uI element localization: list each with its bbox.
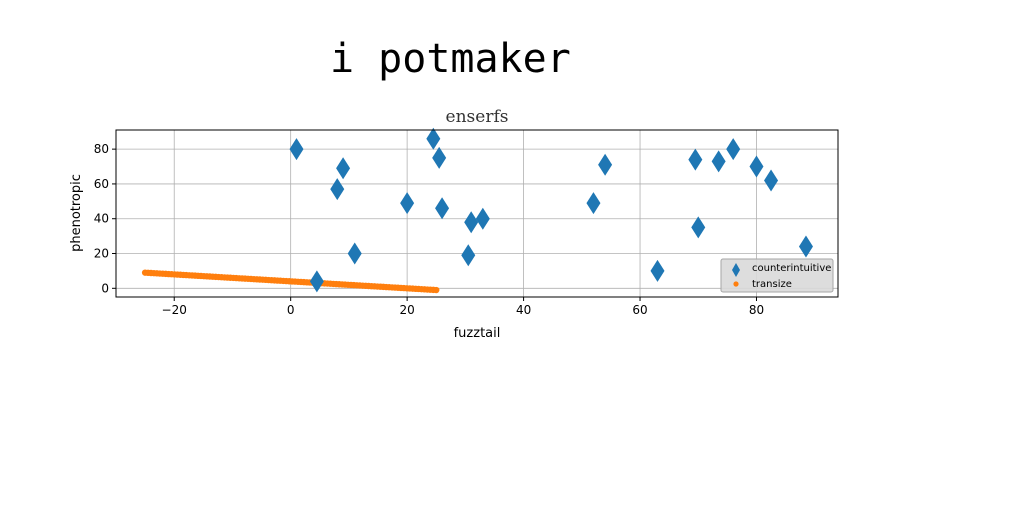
x-tick-label: 40 [516, 303, 531, 317]
data-point-counterintuitive [330, 178, 345, 201]
y-axis-ticks: 0 20 40 60 80 [94, 142, 116, 295]
data-point-counterintuitive [586, 192, 601, 215]
data-point-counterintuitive [464, 211, 479, 234]
data-point-counterintuitive [688, 148, 703, 171]
data-point-counterintuitive [475, 207, 490, 230]
y-tick-label: 80 [94, 142, 109, 156]
page-title: i potmaker [330, 36, 571, 82]
legend-label-counterintuitive: counterintuitive [752, 263, 831, 274]
x-tick-label: 20 [399, 303, 414, 317]
data-point-counterintuitive [309, 270, 324, 293]
data-point-counterintuitive [798, 235, 813, 258]
y-tick-label: 0 [101, 281, 109, 295]
x-axis-ticks: −20 0 20 40 60 80 [162, 297, 764, 317]
data-point-counterintuitive [435, 197, 450, 220]
legend-label-transize: transize [752, 279, 792, 290]
legend: counterintuitive transize [720, 258, 834, 293]
data-point-counterintuitive [336, 157, 351, 180]
y-tick-label: 40 [94, 212, 109, 226]
legend-box [720, 258, 834, 293]
data-point-counterintuitive [691, 216, 706, 239]
data-point-counterintuitive [289, 138, 304, 161]
data-point-counterintuitive [726, 138, 741, 161]
data-point-transize [433, 286, 440, 294]
data-point-counterintuitive [461, 244, 476, 267]
data-point-counterintuitive [650, 259, 665, 282]
data-point-counterintuitive [400, 192, 415, 215]
data-point-counterintuitive [764, 169, 779, 192]
x-tick-label: 80 [749, 303, 764, 317]
series-counterintuitive [289, 127, 813, 293]
y-axis-label: phenotropic [69, 174, 84, 252]
x-tick-label: 60 [632, 303, 647, 317]
data-point-counterintuitive [749, 155, 764, 178]
data-point-counterintuitive [711, 150, 726, 173]
data-point-counterintuitive [598, 153, 613, 176]
y-tick-label: 20 [94, 247, 109, 261]
data-point-counterintuitive [426, 127, 441, 150]
x-tick-label: 0 [287, 303, 295, 317]
x-axis-label: fuzztail [454, 326, 501, 341]
legend-marker-transize [733, 281, 739, 287]
data-point-counterintuitive [432, 146, 447, 169]
chart-title: enserfs [446, 107, 509, 127]
legend-marker-counterintuitive [732, 263, 740, 277]
x-tick-label: −20 [162, 303, 187, 317]
plot-frame [115, 129, 839, 298]
y-tick-label: 60 [94, 177, 109, 191]
data-point-counterintuitive [347, 242, 362, 265]
